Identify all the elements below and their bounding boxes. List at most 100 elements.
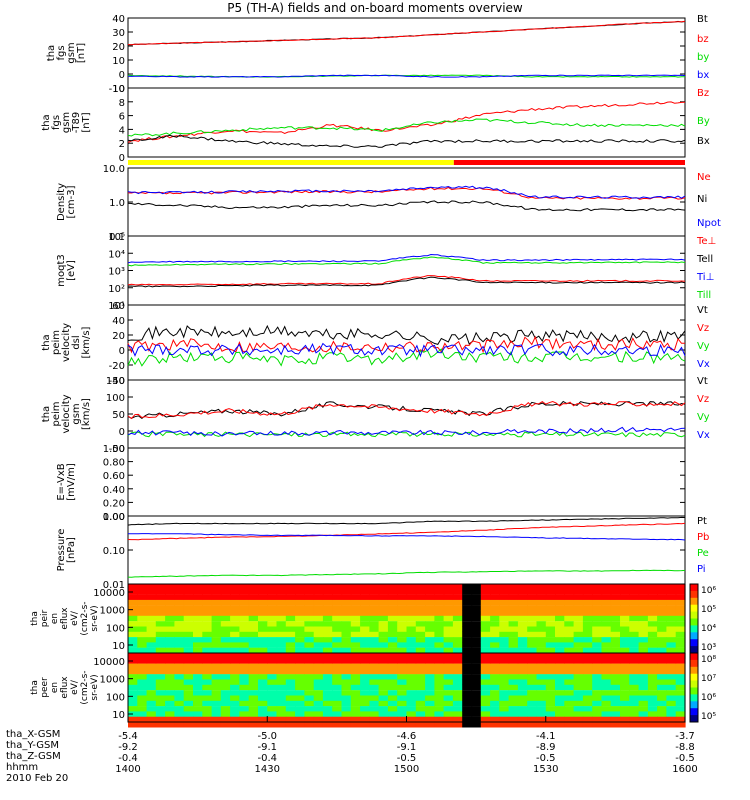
spectrogram-cell	[545, 700, 556, 707]
spectrogram-cell	[601, 722, 612, 728]
spectrogram-cell	[313, 668, 324, 675]
spectrogram-cell	[202, 679, 213, 685]
spectrogram-cell	[230, 716, 240, 723]
spectrogram-cell	[638, 658, 649, 664]
spectrogram-cell	[582, 716, 593, 723]
y-axis-label: [nPa]	[66, 537, 77, 563]
spectrogram-cell	[183, 589, 194, 595]
spectrogram-cell	[397, 615, 408, 622]
y-tick-label: 10	[112, 56, 125, 67]
spectrogram-cell	[657, 679, 667, 685]
spectrogram-cell	[527, 605, 538, 611]
spectrogram-cell	[313, 584, 324, 590]
spectrogram-cell	[276, 722, 287, 728]
spectrogram-cell	[675, 599, 686, 606]
spectrogram-cell	[527, 690, 538, 696]
spectrogram-cell	[675, 610, 686, 616]
spectrogram-cell	[425, 615, 435, 622]
spectrogram-cell	[490, 690, 500, 696]
spectrogram-cell	[443, 637, 454, 643]
spectrogram-cell	[230, 711, 240, 717]
spectrogram-cell	[545, 706, 556, 712]
spectrogram-cell	[211, 684, 222, 691]
spectrogram-cell	[415, 684, 426, 691]
ephemeris-labels: tha_X-GSM tha_Y-GSM tha_Z-GSM hhmm 2010 …	[6, 729, 68, 784]
spectrogram-cell	[517, 706, 528, 712]
spectrogram-cell	[378, 706, 389, 712]
spectrogram-cell	[341, 711, 352, 717]
spectrogram-cell	[248, 589, 259, 595]
spectrogram-cell	[146, 589, 157, 595]
series-line-green	[127, 256, 686, 267]
spectrogram-cell	[527, 653, 538, 659]
spectrogram-cell	[360, 653, 370, 659]
spectrogram-cell	[128, 615, 138, 622]
spectrogram-cell	[647, 599, 658, 606]
spectrogram-cell	[675, 621, 686, 627]
spectrogram-cell	[285, 631, 296, 638]
spectrogram-cell	[545, 674, 556, 680]
spectrogram-cell	[425, 637, 435, 643]
spectrogram-cell	[564, 631, 575, 638]
spectrogram-cell	[452, 599, 463, 606]
spectrogram-cell	[193, 637, 203, 643]
spectrogram-cell	[620, 653, 630, 659]
spectrogram-cell	[369, 610, 380, 616]
spectrogram-cell	[610, 584, 621, 590]
spectrogram-cell	[369, 684, 380, 691]
spectrogram-cell	[332, 658, 343, 664]
spectrogram-cell	[406, 706, 417, 712]
spectrogram-cell	[564, 690, 575, 696]
spectrogram-cell	[322, 722, 333, 728]
spectrogram-cell	[647, 594, 658, 601]
spectrogram-cell	[582, 615, 593, 622]
spectrogram-cell	[397, 599, 408, 606]
spectrogram-cell	[415, 621, 426, 627]
spectrogram-cell	[517, 647, 528, 654]
spectrogram-cell	[666, 605, 677, 611]
legend-entry: Bz	[697, 88, 709, 99]
spectrogram-cell	[202, 594, 213, 601]
spectrogram-cell	[452, 647, 463, 654]
spectrogram-cell	[508, 647, 519, 654]
spectrogram-cell	[155, 716, 166, 723]
y-axis-label: tha	[30, 611, 40, 626]
spectrogram-cell	[675, 653, 686, 659]
spectrogram-cell	[434, 626, 445, 632]
spectrogram-cell	[647, 663, 658, 670]
spectrogram-cell	[675, 716, 686, 723]
colorbar-tick-label: 10⁵	[701, 605, 716, 615]
series-line-red	[127, 20, 686, 46]
y-tick-label: 10000	[93, 657, 125, 668]
spectrogram-cell	[434, 594, 445, 601]
spectrogram-cell	[211, 594, 222, 601]
spectrogram-cell	[657, 663, 667, 670]
y-axis-label: tha	[46, 45, 57, 61]
spectrogram-cell	[369, 615, 380, 622]
spectrogram-cell	[211, 605, 222, 611]
spectrogram-cell	[230, 599, 240, 606]
spectrogram-cell	[443, 695, 454, 701]
spectrogram-cell	[350, 700, 361, 707]
spectrogram-cell	[573, 594, 584, 601]
spectrogram-cell	[647, 690, 658, 696]
spectrogram-cell	[415, 690, 426, 696]
spectrogram-cell	[239, 695, 250, 701]
spectrogram-cell	[295, 642, 305, 648]
spectrogram-cell	[258, 700, 268, 707]
spectrogram-cell	[137, 626, 148, 632]
spectrogram-cell	[406, 684, 417, 691]
spectrogram-cell	[137, 642, 148, 648]
y-tick-label: 1000	[100, 675, 125, 686]
spectrogram-cell	[155, 610, 166, 616]
spectrogram-cell	[508, 684, 519, 691]
spectrogram-cell	[582, 695, 593, 701]
spectrogram-cell	[146, 674, 157, 680]
spectrogram-cell	[322, 684, 333, 691]
spectrogram-cell	[647, 668, 658, 675]
spectrogram-cell	[517, 631, 528, 638]
spectrogram-cell	[267, 615, 278, 622]
spectrogram-cell	[592, 700, 603, 707]
spectrogram-cell	[183, 647, 194, 654]
